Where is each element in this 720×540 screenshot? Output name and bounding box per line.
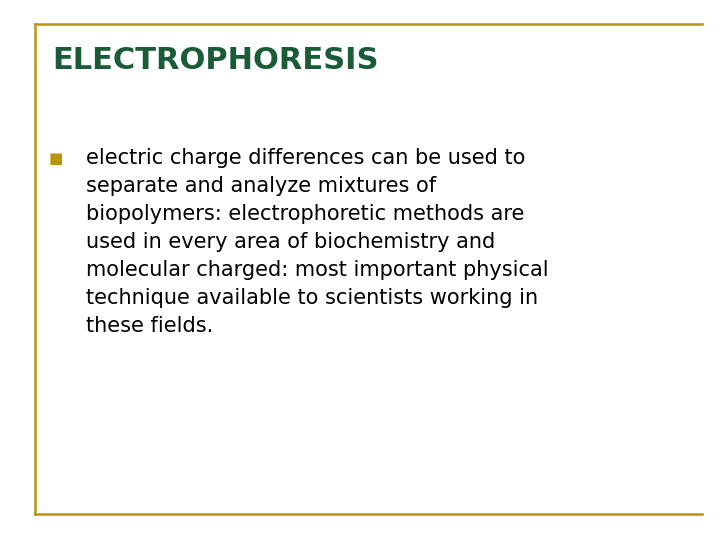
- Text: ELECTROPHORESIS: ELECTROPHORESIS: [52, 46, 378, 75]
- Text: ■: ■: [49, 151, 63, 166]
- Text: electric charge differences can be used to
separate and analyze mixtures of
biop: electric charge differences can be used …: [86, 148, 549, 336]
